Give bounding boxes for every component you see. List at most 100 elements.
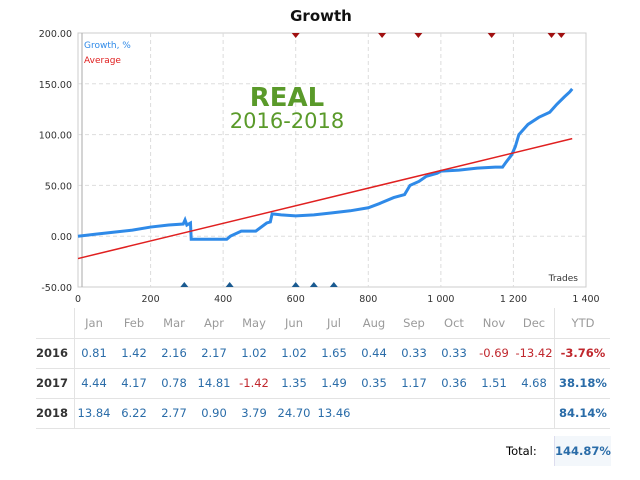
y-tick-label: 0.00 — [51, 232, 72, 243]
x-tick-label: 600 — [287, 294, 305, 305]
ytd-value: 38.18% — [559, 376, 607, 390]
month-value: 1.02 — [241, 346, 267, 360]
table-header: Jan Feb Mar Apr May Jun Jul Aug Sep Oct Nov Dec YTD — [36, 308, 610, 339]
x-tick-label: 1 400 — [572, 294, 599, 305]
deposit-marker — [309, 282, 318, 287]
x-tick-label: 1 200 — [500, 294, 527, 305]
withdrawal-marker — [378, 33, 387, 38]
chart-title: Growth — [290, 7, 352, 25]
month-value: 0.90 — [201, 406, 227, 420]
table-row: 2017 4.44 4.17 0.78 14.81 -1.42 1.35 1.49 0.35 1.… — [36, 368, 610, 399]
y-tick-label: 50.00 — [45, 181, 72, 192]
legend-average: Average — [84, 56, 121, 66]
growth-line — [77, 87, 574, 241]
month-value: 0.33 — [401, 346, 427, 360]
month-value: -13.42 — [515, 346, 553, 360]
column-header: Mar — [163, 316, 185, 330]
month-value: 14.81 — [197, 376, 231, 390]
column-header: Nov — [482, 316, 506, 330]
column-header: Aug — [362, 316, 386, 330]
month-value: 3.79 — [241, 406, 267, 420]
deposit-marker — [329, 282, 338, 287]
column-header: May — [242, 316, 266, 330]
watermark-years: 2016-2018 — [230, 109, 344, 133]
column-header: Jul — [327, 316, 341, 330]
ytd-value: -3.76% — [560, 346, 606, 360]
month-value: 0.44 — [361, 346, 387, 360]
month-value: -0.69 — [479, 346, 509, 360]
column-header: Oct — [444, 316, 464, 330]
deposit-marker — [291, 282, 300, 287]
x-tick-label: 200 — [142, 294, 160, 305]
month-value: 1.35 — [281, 376, 307, 390]
y-tick-label: 100.00 — [39, 131, 72, 142]
month-value: 1.49 — [321, 376, 347, 390]
month-value: 2.77 — [161, 406, 187, 420]
y-tick-label: -50.00 — [41, 283, 72, 294]
legend-growth: Growth, % — [84, 41, 131, 51]
withdrawal-marker — [487, 33, 496, 38]
month-value: 2.16 — [161, 346, 187, 360]
column-header: Apr — [204, 316, 224, 330]
year-label: 2017 — [36, 376, 69, 390]
x-tick-label: 0 — [75, 294, 81, 305]
column-header: Jun — [285, 316, 303, 330]
month-value: 0.33 — [441, 346, 467, 360]
month-value: 0.81 — [81, 346, 107, 360]
column-divider — [554, 338, 555, 369]
withdrawal-marker — [414, 33, 423, 38]
y-tick-label: 150.00 — [39, 80, 72, 91]
withdrawal-marker — [547, 33, 556, 38]
x-tick-label: 800 — [359, 294, 377, 305]
column-divider — [74, 338, 75, 369]
year-label: 2016 — [36, 346, 69, 360]
y-tick-label: 200.00 — [39, 29, 72, 40]
column-divider — [74, 308, 75, 339]
month-value: 0.35 — [361, 376, 387, 390]
month-value: 0.78 — [161, 376, 187, 390]
column-header: Dec — [522, 316, 546, 330]
year-label: 2018 — [36, 406, 69, 420]
column-divider — [554, 398, 555, 429]
table-row: 2016 0.81 1.42 2.16 2.17 1.02 1.02 1.65 0.44 0.33… — [36, 338, 610, 369]
month-value — [434, 398, 474, 428]
column-header: YTD — [571, 316, 595, 330]
withdrawal-marker — [557, 33, 566, 38]
plot-area — [77, 32, 587, 288]
month-value — [354, 398, 394, 428]
month-value: 4.68 — [521, 376, 547, 390]
column-divider — [554, 368, 555, 399]
column-header: Sep — [403, 316, 425, 330]
growth-chart: Growth 200.00 150.00 100.00 50.00 0.00 -50.00… — [39, 7, 600, 305]
month-value: 1.02 — [281, 346, 307, 360]
month-value: 6.22 — [121, 406, 147, 420]
month-value: 13.46 — [317, 406, 351, 420]
column-divider — [74, 398, 75, 429]
column-header: Jan — [85, 316, 103, 330]
month-value: 4.44 — [81, 376, 107, 390]
month-value: -1.42 — [239, 376, 269, 390]
month-value — [514, 398, 554, 428]
ytd-value: 84.14% — [559, 406, 607, 420]
month-value: 4.17 — [121, 376, 147, 390]
month-value: 1.42 — [121, 346, 147, 360]
total-label: Total: — [506, 444, 537, 458]
watermark-real: REAL — [250, 83, 324, 113]
month-value: 2.17 — [201, 346, 227, 360]
x-tick-label: 1 000 — [427, 294, 454, 305]
month-value: 13.84 — [77, 406, 111, 420]
average-line — [77, 137, 573, 260]
month-value: 1.65 — [321, 346, 347, 360]
deposit-marker — [180, 282, 189, 287]
x-tick-label: 400 — [214, 294, 232, 305]
month-value: 0.36 — [441, 376, 467, 390]
month-value: 1.51 — [481, 376, 507, 390]
month-value: 24.70 — [277, 406, 311, 420]
column-header: Feb — [123, 316, 145, 330]
total-value: 144.87% — [554, 436, 611, 466]
table-row: 2018 13.84 6.22 2.77 0.90 3.79 24.70 13.46 84.14… — [36, 398, 610, 429]
withdrawal-marker — [291, 33, 300, 38]
x-axis-label: Trades — [548, 274, 579, 284]
month-value — [394, 398, 434, 428]
month-value — [474, 398, 514, 428]
